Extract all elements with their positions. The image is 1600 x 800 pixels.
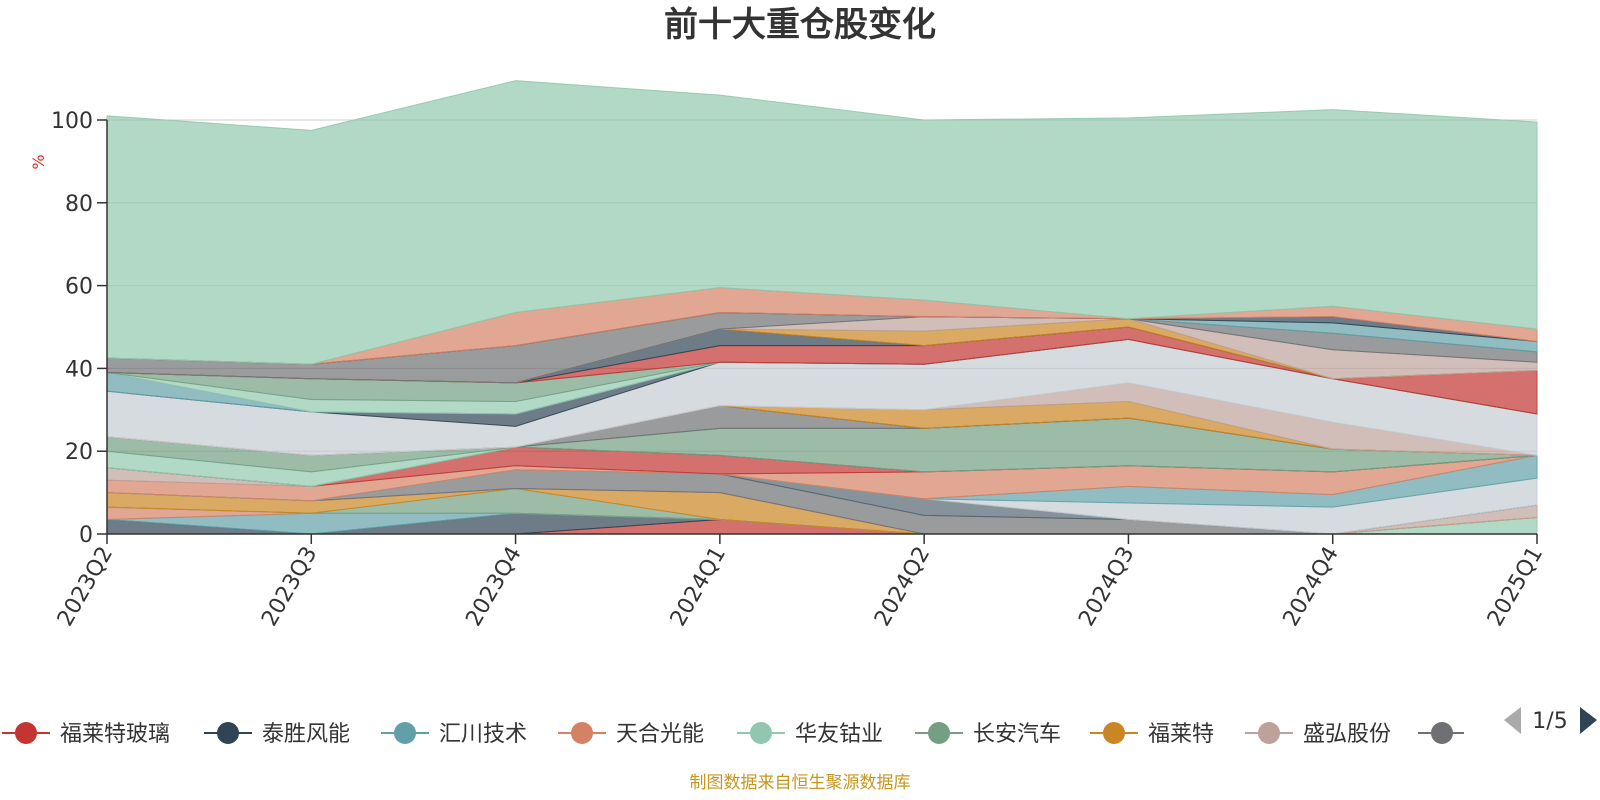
legend-item[interactable]: 福莱特	[1090, 722, 1214, 747]
area-series	[106, 80, 1538, 535]
legend-item[interactable]: 华友钴业	[737, 722, 883, 747]
x-tick-label: 2023Q2	[53, 543, 118, 631]
x-tick-label: 2025Q1	[1483, 543, 1548, 631]
legend-label: 长安汽车	[973, 722, 1061, 747]
legend-item[interactable]: 天	[1418, 722, 1498, 747]
legend-label: 福莱特	[1148, 722, 1214, 747]
legend-item[interactable]: 盛弘股份	[1245, 722, 1391, 747]
y-tick-label: 20	[65, 440, 93, 465]
legend-item[interactable]: 长安汽车	[915, 722, 1061, 747]
legend-circle-icon	[15, 722, 37, 744]
y-tick-label: 80	[65, 192, 93, 217]
legend-circle-icon	[1258, 722, 1280, 744]
chart-title: 前十大重仓股变化	[664, 5, 936, 45]
legend-circle-icon	[571, 722, 593, 744]
legend-label: 天合光能	[616, 722, 704, 747]
x-tick-label: 2024Q1	[666, 543, 731, 631]
legend-item[interactable]: 泰胜风能	[204, 722, 350, 747]
y-tick-label: 60	[65, 275, 93, 300]
y-tick-label: 40	[65, 357, 93, 382]
legend-circle-icon	[394, 722, 416, 744]
legend-circle-icon	[217, 722, 239, 744]
legend-label: 天	[1476, 722, 1498, 747]
legend-circle-icon	[1431, 722, 1453, 744]
x-tick-label: 2024Q3	[1074, 543, 1139, 631]
legend-label: 福莱特玻璃	[60, 722, 170, 747]
legend-circle-icon	[750, 722, 772, 744]
legend-label: 盛弘股份	[1303, 722, 1391, 747]
y-axis-unit: %	[29, 154, 48, 169]
legend-item[interactable]: 汇川技术	[381, 722, 527, 747]
legend-label: 华友钴业	[795, 722, 883, 747]
y-tick-label: 100	[51, 109, 93, 134]
legend: 福莱特玻璃 泰胜风能 汇川技术 天合光能 华友钴业 长安汽车 福莱特 盛弘股份 天 1/5	[2, 707, 1597, 747]
legend-label: 汇川技术	[439, 722, 527, 747]
x-tick-label: 2024Q2	[870, 543, 935, 631]
legend-item[interactable]: 天合光能	[558, 722, 704, 747]
y-tick-label: 0	[79, 523, 93, 548]
legend-item[interactable]: 福莱特玻璃	[2, 722, 170, 747]
legend-circle-icon	[928, 722, 950, 744]
legend-label: 泰胜风能	[262, 722, 350, 747]
legend-page-indicator: 1/5	[1532, 709, 1567, 734]
x-tick-label: 2023Q3	[257, 543, 322, 631]
x-tick-label: 2023Q4	[461, 543, 526, 631]
x-tick-label: 2024Q4	[1279, 543, 1344, 631]
data-source-footer: 制图数据来自恒生聚源数据库	[690, 773, 911, 793]
area-series-36	[106, 80, 1538, 365]
legend-circle-icon	[1103, 722, 1125, 744]
legend-next-page-icon[interactable]	[1580, 707, 1597, 734]
legend-prev-page-icon[interactable]	[1504, 707, 1521, 734]
